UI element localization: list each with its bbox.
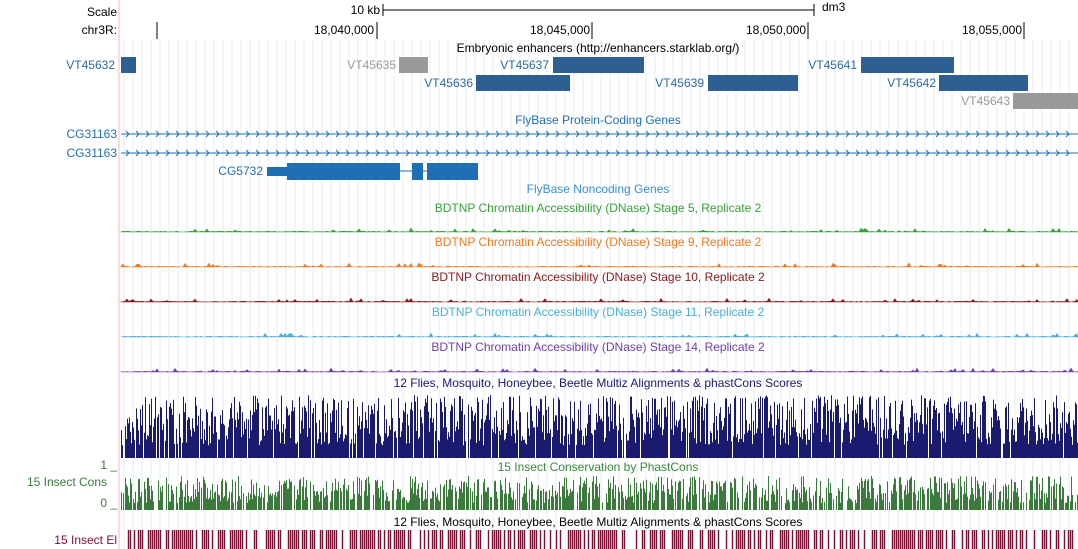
scale-label: Scale [87,5,117,19]
enhancer[interactable] [939,75,1028,91]
track-title: FlyBase Protein-Coding Genes [515,113,680,127]
enhancer[interactable] [553,57,644,73]
signal-tracks [120,227,1078,549]
feature-label: VT45639 [655,76,704,90]
axis-label: 1 _ [100,458,117,472]
ruler-label: 18,050,000 [746,23,806,37]
signal-area [120,332,1078,338]
utr [267,167,287,176]
ruler-label: 18,040,000 [314,23,374,37]
track-title: BDTNP Chromatin Accessibility (DNase) St… [431,340,765,354]
scale-size: 10 kb [351,3,381,17]
track-title: BDTNP Chromatin Accessibility (DNase) St… [431,270,765,284]
exon [412,163,423,180]
feature-label: VT45635 [347,58,396,72]
strand-arrows [125,149,1070,157]
feature-label: VT45643 [961,94,1010,108]
enhancer[interactable] [1013,93,1078,109]
track-title: BDTNP Chromatin Accessibility (DNase) St… [435,201,762,215]
signal-area [120,297,1078,303]
track-title: 12 Flies, Mosquito, Honeybee, Beetle Mul… [394,376,803,390]
enhancer[interactable] [476,75,570,91]
chrom-label: chr3R: [82,23,117,37]
gene-label: CG5732 [218,164,263,178]
track-title: 15 Insect Conservation by PhastCons [498,460,699,474]
phastcons-signal [121,476,1078,510]
signal-area [120,367,1078,373]
enhancer-track: VT45632 VT45635 VT45637 VT45636 VT45639 … [66,57,1078,109]
exon [427,163,478,180]
track-label: 15 Insect Cons [27,475,107,489]
feature-label: VT45632 [66,58,115,72]
enhancer[interactable] [861,57,954,73]
feature-label: VT45642 [887,76,936,90]
strand-arrows [125,130,1070,138]
track-title: Embryonic enhancers (http://enhancers.st… [457,41,740,55]
track-title: FlyBase Noncoding Genes [527,182,670,196]
enhancer[interactable] [121,57,136,73]
feature-label: VT45636 [424,76,473,90]
feature-label: VT45641 [808,58,857,72]
axis-label: 0 _ [100,496,117,510]
ruler-label: 18,045,000 [530,23,590,37]
multiz-signal [121,395,1078,458]
feature-label: VT45637 [500,58,549,72]
gene-label: CG31163 [67,146,118,160]
track-title: BDTNP Chromatin Accessibility (DNase) St… [435,235,762,249]
enhancer[interactable] [708,75,798,91]
gene-model[interactable] [267,163,478,180]
element-blocks [127,530,1074,549]
signal-area [120,262,1078,268]
assembly: dm3 [822,0,846,14]
exon [287,163,400,180]
gene-label: CG31163 [67,127,118,141]
signal-area [120,227,1078,233]
track-label: 15 Insect El [54,533,117,547]
grid [123,40,1070,549]
enhancer[interactable] [399,57,428,73]
ruler-label: 18,055,000 [962,23,1022,37]
track-title: 12 Flies, Mosquito, Honeybee, Beetle Mul… [394,515,803,529]
track-title: BDTNP Chromatin Accessibility (DNase) St… [432,305,765,319]
